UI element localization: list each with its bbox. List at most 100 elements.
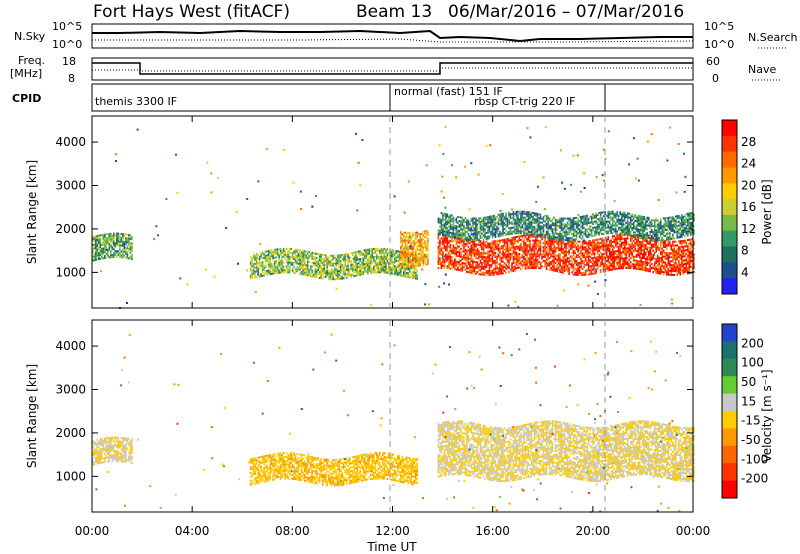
data-cell [634,265,636,268]
data-cell [448,245,450,248]
data-cell [385,271,387,274]
data-cell [427,259,429,262]
data-cell [401,258,404,261]
data-cell [332,278,334,281]
data-cell [517,210,519,213]
data-cell [511,230,513,233]
freq-label: Freq. [18,54,45,67]
data-cell [491,240,494,243]
data-cell [400,266,402,269]
data-cell [490,244,492,247]
data-cell [649,254,651,257]
data-cell [291,254,294,256]
data-cell [400,246,402,249]
data-cell [508,227,510,230]
data-cell [577,222,579,225]
data-cell [578,220,581,223]
data-cell [360,273,363,276]
data-cell [662,251,665,254]
data-cell [581,260,584,263]
data-cell [473,239,476,242]
data-cell [497,233,500,236]
data-cell [607,255,609,258]
data-cell [566,223,569,226]
data-cell [494,230,497,233]
data-cell [565,248,567,251]
data-cell [413,241,416,244]
data-cell [548,239,551,242]
data-cell [379,255,381,258]
data-cell [520,260,522,263]
data-cell [364,253,366,256]
data-cell [400,256,402,259]
data-cell [96,235,99,238]
data-cell [365,251,368,253]
data-cell [458,233,461,236]
data-cell [596,252,599,255]
data-cell [302,265,304,268]
data-cell [512,236,515,239]
data-cell [493,214,495,217]
data-cell [475,223,477,226]
data-cell [533,247,536,250]
data-cell [602,221,605,224]
data-cell [267,255,270,258]
data-cell [285,253,288,256]
data-cell [443,212,446,215]
data-cell [449,255,452,258]
data-cell [538,223,540,225]
data-cell [293,258,295,261]
data-cell [455,219,458,222]
data-cell [682,249,685,252]
data-cell [330,254,333,257]
data-cell [469,269,471,272]
data-cell [491,246,494,249]
data-cell [616,242,618,245]
data-cell [640,264,642,267]
data-cell [111,240,114,243]
data-cell [128,247,130,250]
data-cell [425,257,428,260]
data-cell [110,246,112,249]
data-cell [512,218,515,221]
data-cell [279,269,282,272]
data-cell [586,214,588,217]
data-cell [111,236,114,239]
data-cell [275,272,277,275]
data-cell [690,244,692,247]
data-cell [662,249,665,252]
data-cell [610,226,612,229]
data-cell [460,259,462,262]
data-cell [514,246,516,249]
data-cell [487,237,489,240]
data-cell [485,218,488,221]
data-cell [267,254,270,256]
data-cell [120,232,123,235]
data-cell [542,259,545,262]
data-cell [452,218,455,221]
data-cell [476,231,479,234]
data-cell [616,256,618,258]
data-cell [631,253,633,256]
data-cell [315,262,318,265]
data-cell [560,238,563,241]
data-cell [593,230,596,233]
data-cell [330,278,333,281]
data-cell [569,241,572,244]
data-cell [656,254,659,257]
data-cell [333,268,336,271]
data-cell [646,263,648,266]
data-cell [266,256,268,259]
data-cell [601,263,603,265]
data-cell [685,259,688,261]
data-cell [520,228,522,231]
data-cell [616,263,618,266]
data-cell [398,266,401,269]
data-cell [578,246,581,249]
data-cell [385,263,387,266]
data-cell [518,224,521,227]
data-cell [580,254,582,257]
data-cell [475,239,477,242]
data-cell [308,272,310,275]
data-cell [672,242,674,245]
